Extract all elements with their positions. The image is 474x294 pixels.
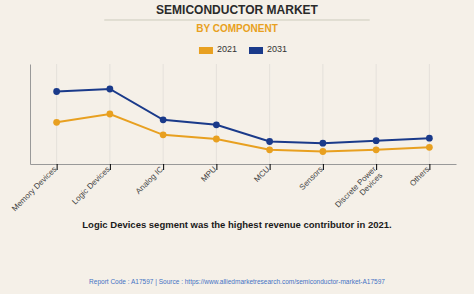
marker — [373, 146, 380, 153]
tick: Others — [408, 164, 431, 188]
tick-mark — [376, 164, 377, 170]
legend-swatch — [199, 47, 213, 54]
marker — [373, 137, 380, 144]
tick-label: Sensors — [298, 165, 325, 192]
marker — [53, 88, 60, 95]
tick-label: Discrete PowerDevices — [333, 164, 384, 215]
chart: SEMICONDUCTOR MARKET BY COMPONENT Memory D… — [0, 0, 474, 294]
background — [0, 0, 474, 294]
tick: MPU — [199, 164, 218, 184]
tick-mark — [323, 164, 324, 170]
tick-label: Analog IC — [134, 165, 165, 196]
marker — [266, 146, 273, 153]
tick: Memory Devices — [10, 164, 58, 213]
marker — [319, 140, 326, 147]
tick-mark — [163, 164, 164, 170]
marker — [213, 121, 220, 128]
tick: Discrete PowerDevices — [333, 164, 384, 216]
series-line — [57, 89, 430, 143]
marker — [319, 148, 326, 155]
legend-label: 2031 — [267, 44, 287, 54]
axis-line — [30, 65, 31, 165]
subtitle: BY COMPONENT — [196, 23, 278, 34]
grid-line — [163, 64, 164, 164]
tick-label: Memory Devices — [10, 165, 58, 213]
tick: Sensors — [298, 164, 325, 192]
tick-label: MCU — [252, 165, 271, 184]
series-line — [57, 114, 430, 152]
y-axis — [30, 65, 31, 165]
tick-mark — [270, 164, 271, 170]
annotation: Logic Devices segment was the highest re… — [82, 219, 391, 230]
tick-mark — [57, 164, 58, 170]
grid-line — [216, 64, 217, 164]
tick-mark — [429, 164, 430, 170]
plot-area — [53, 86, 433, 155]
marker — [266, 138, 273, 145]
source-note: Report Code : A17597 | Source : https://… — [89, 278, 385, 286]
axis-line — [31, 164, 457, 165]
title-rule — [104, 20, 369, 21]
marker — [426, 135, 433, 142]
grid — [57, 64, 430, 164]
tick-mark — [216, 164, 217, 170]
tick: Analog IC — [134, 164, 165, 196]
legend-item: 2021 — [199, 44, 237, 54]
marker — [160, 116, 167, 123]
marker — [106, 86, 113, 93]
legend-item: 2031 — [249, 44, 287, 54]
title: SEMICONDUCTOR MARKET — [156, 3, 318, 17]
tick-mark — [110, 164, 111, 170]
grid-line — [56, 64, 57, 164]
marker — [160, 131, 167, 138]
x-axis: Memory Devices Logic Devices Analog IC MPU M… — [10, 164, 456, 216]
tick-label: Logic Devices — [70, 165, 112, 207]
tick-label: Others — [408, 165, 431, 188]
marker — [106, 111, 113, 118]
tick-label: MPU — [199, 165, 218, 184]
legend-label: 2021 — [217, 44, 237, 54]
tick: Logic Devices — [70, 164, 112, 206]
marker — [426, 144, 433, 151]
marker — [53, 119, 60, 126]
marker — [213, 136, 220, 143]
legend-swatch — [249, 47, 263, 54]
tick: MCU — [252, 164, 271, 184]
legend: 2021 2031 — [199, 44, 287, 54]
